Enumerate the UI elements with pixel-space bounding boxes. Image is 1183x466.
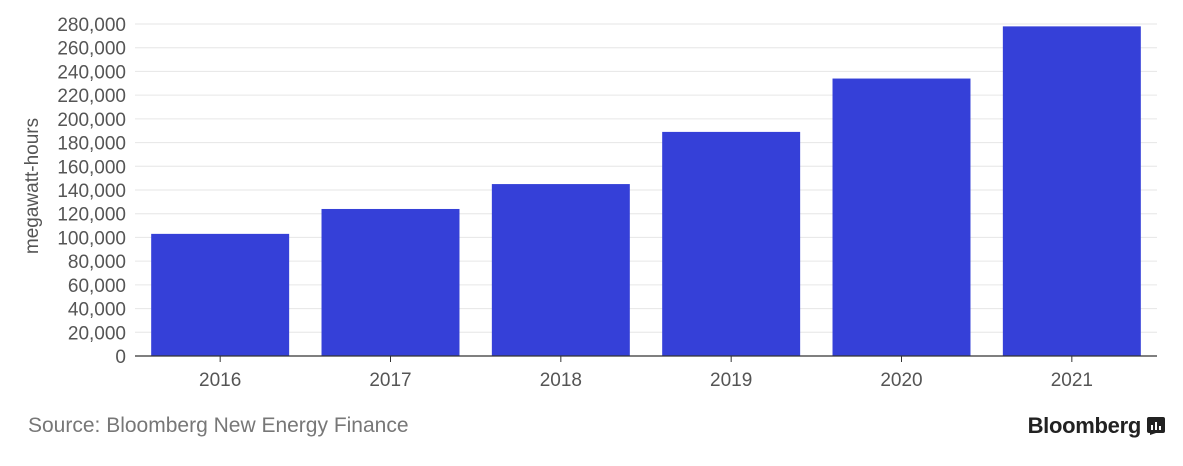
source-note: Source: Bloomberg New Energy Finance	[28, 414, 409, 437]
gridlines	[135, 23, 1157, 333]
y-tick-label: 60,000	[68, 276, 126, 297]
x-tick-label: 2018	[540, 370, 582, 391]
bar-2021	[1002, 26, 1141, 356]
y-tick-label: 100,000	[57, 228, 126, 249]
x-tick-label: 2020	[880, 370, 922, 391]
brand-name: Bloomberg	[1027, 413, 1142, 438]
y-tick-label: 220,000	[57, 86, 126, 107]
y-tick-label: 200,000	[57, 110, 126, 131]
bar-2017	[321, 208, 460, 356]
x-tick-labels: 2016 2017 2018 2019 2020 2021	[199, 356, 1093, 391]
x-tick-label: 2019	[710, 370, 752, 391]
y-tick-label: 280,000	[57, 15, 126, 36]
y-tick-label: 40,000	[68, 300, 126, 321]
bar-2019	[662, 131, 801, 356]
bar-2020	[832, 78, 971, 357]
y-tick-label: 20,000	[68, 323, 126, 344]
bar-2016	[151, 233, 290, 356]
y-tick-label: 120,000	[57, 205, 126, 226]
x-tick-label: 2017	[369, 370, 411, 391]
y-tick-label: 160,000	[57, 157, 126, 178]
x-tick-label: 2021	[1051, 370, 1093, 391]
bar-2018	[491, 184, 630, 356]
y-tick-label: 140,000	[57, 181, 126, 202]
bloomberg-terminal-icon	[1147, 417, 1165, 435]
y-tick-label: 80,000	[68, 252, 126, 273]
y-tick-label: 180,000	[57, 134, 126, 155]
y-tick-label: 240,000	[57, 62, 126, 83]
x-tick-label: 2016	[199, 370, 241, 391]
y-axis-label: megawatt-hours	[22, 118, 43, 254]
y-tick-label: 0	[115, 347, 126, 368]
bars	[151, 26, 1141, 357]
y-tick-label: 260,000	[57, 39, 126, 60]
brand-logo: Bloomberg	[1028, 413, 1165, 439]
